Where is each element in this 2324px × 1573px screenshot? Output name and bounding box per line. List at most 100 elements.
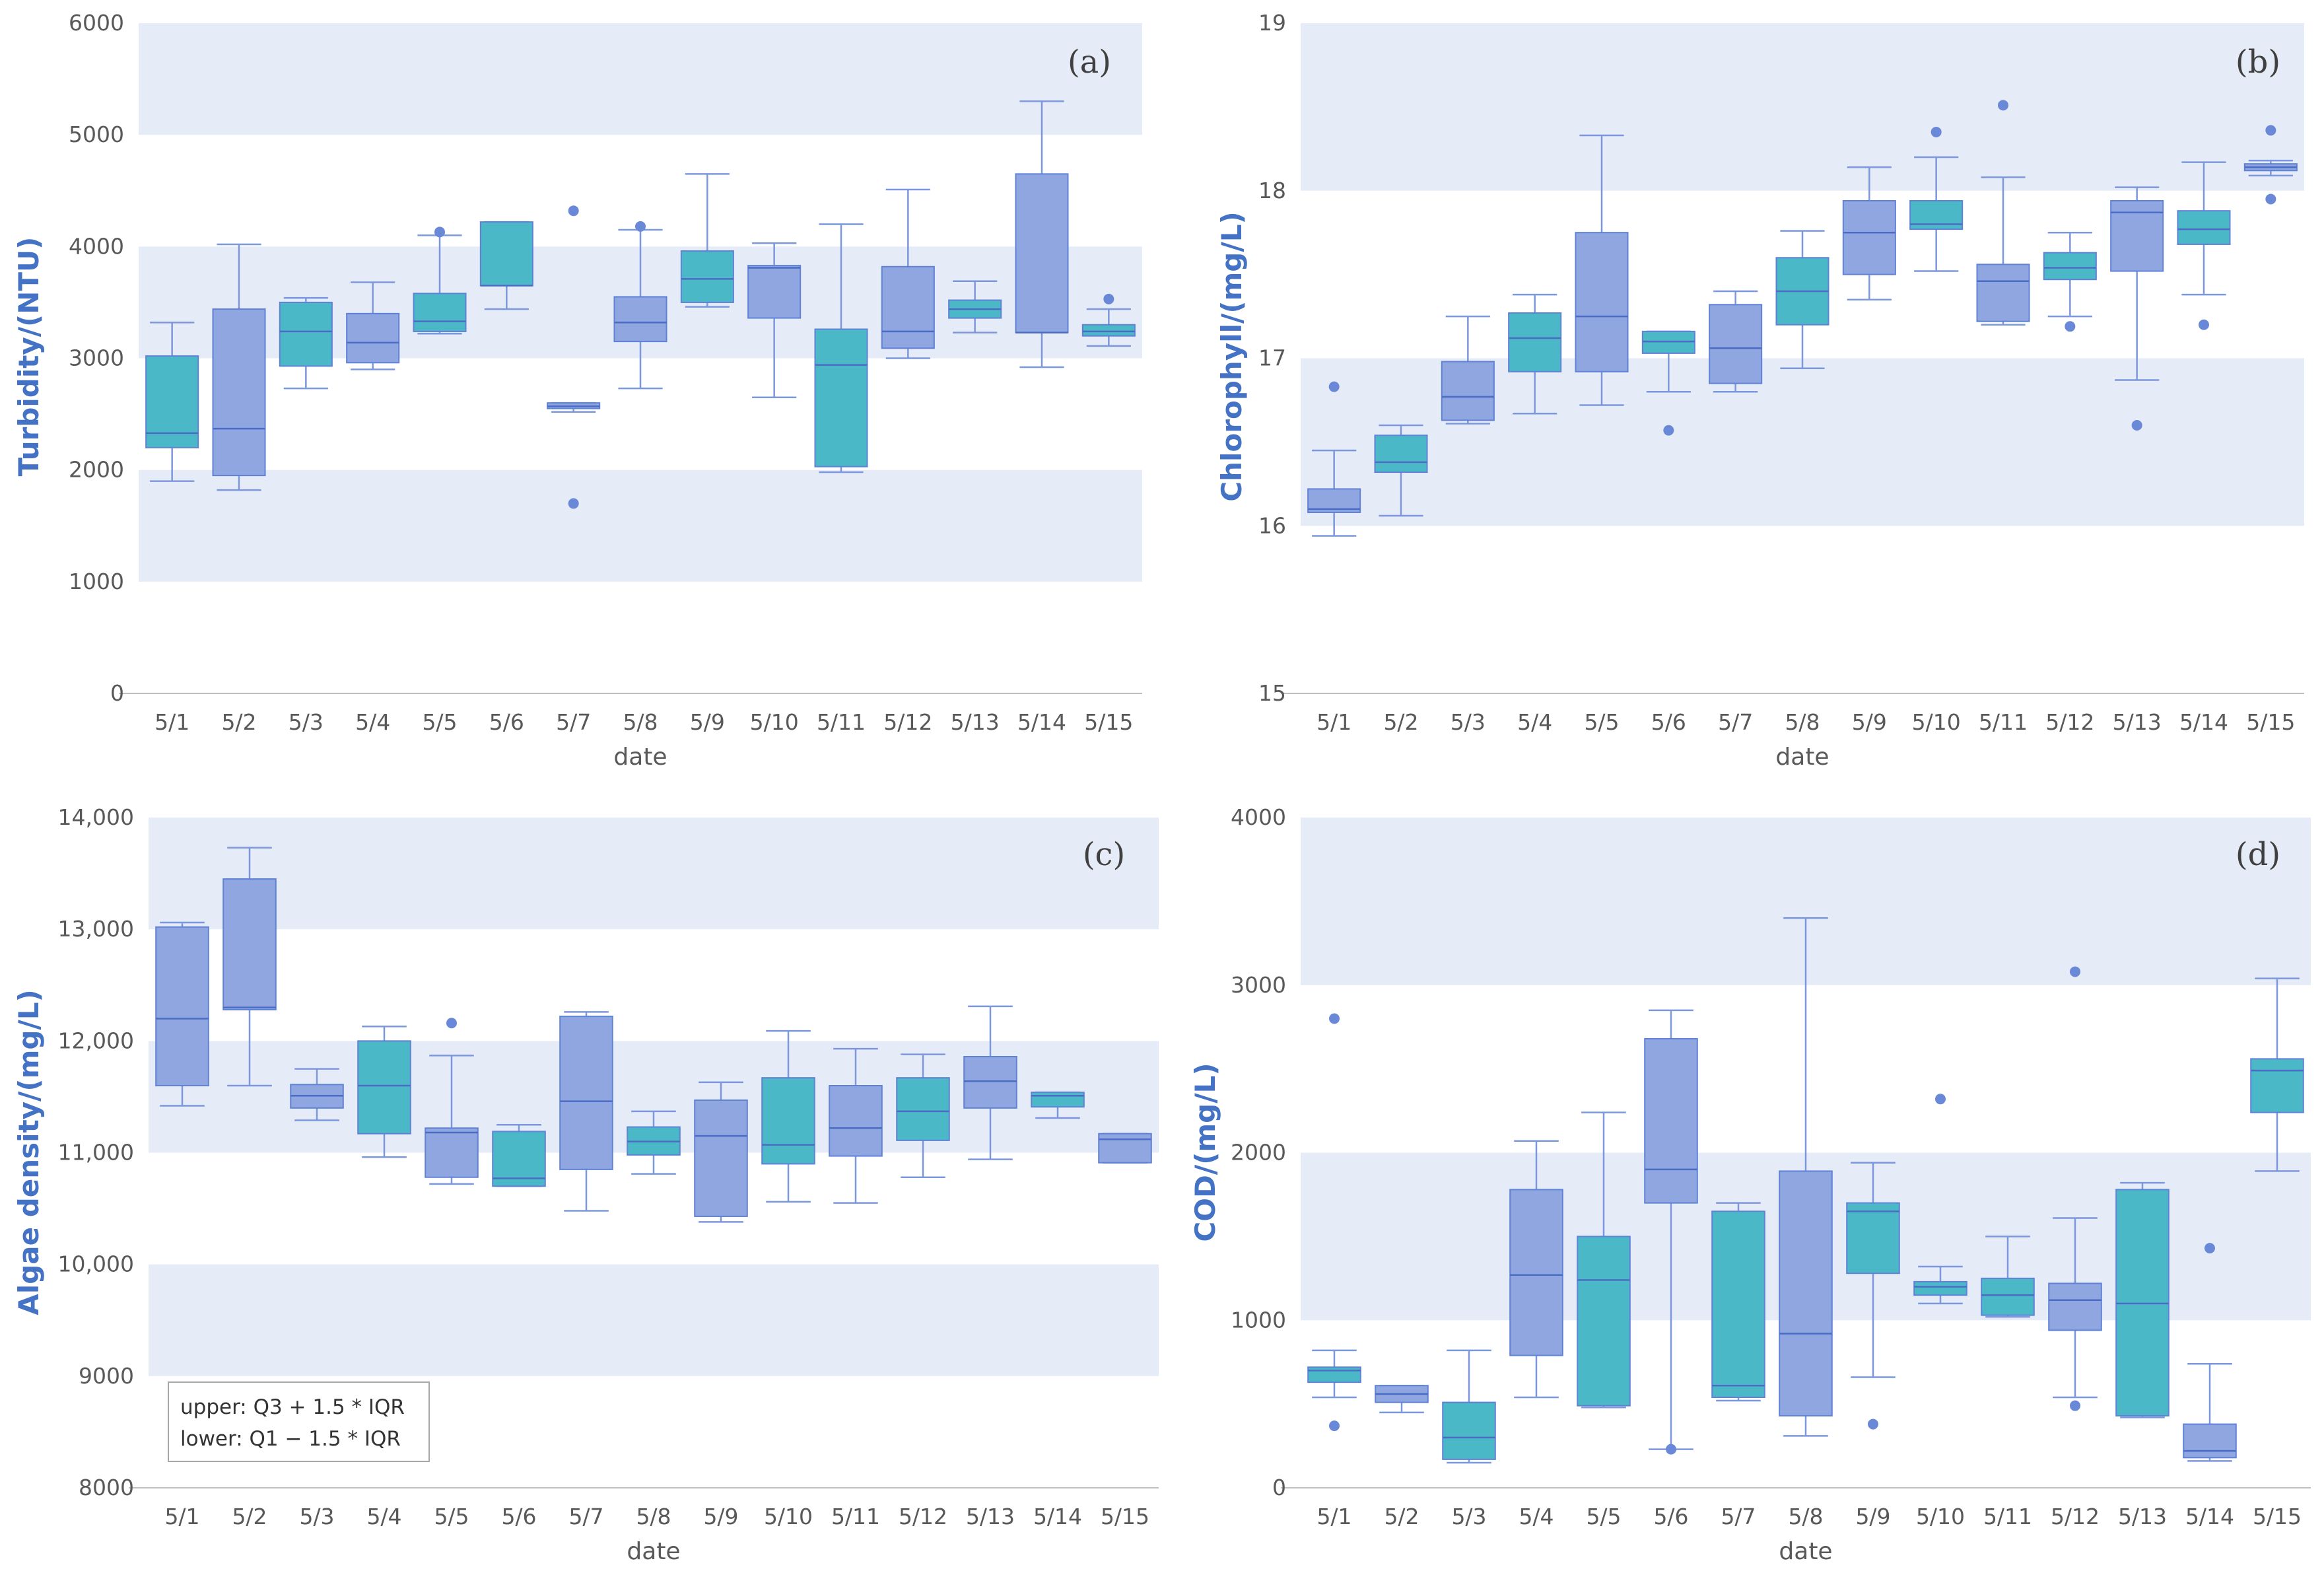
outlier-point [635,221,646,232]
y-tick-label: 1000 [69,569,124,594]
y-axis-title: Algae density/(mg/L) [13,989,45,1315]
panel-label: (d) [2236,836,2280,873]
x-tick-label: 5/5 [1584,709,1619,735]
box-5-5 [1575,134,1629,406]
outlier-point [2204,1243,2215,1254]
y-tick-label: 14,000 [58,804,134,830]
y-tick-label: 16 [1258,512,1286,538]
box-body [963,1056,1017,1109]
box-5-14 [1015,100,1069,368]
x-tick-label: 5/14 [2185,1504,2234,1529]
box-5-3 [279,297,333,390]
box-5-1 [1307,381,1361,537]
box-5-1 [145,322,199,482]
x-tick-label: 5/9 [1855,1504,1890,1529]
box-5-2 [222,847,277,1087]
x-tick-label: 5/5 [422,709,457,735]
y-tick-label: 6000 [69,10,124,36]
x-tick-label: 5/8 [1785,709,1820,735]
x-tick-label: 5/14 [1033,1504,1082,1529]
box-body [346,312,400,364]
box-5-1 [155,921,209,1107]
box-body [2177,210,2231,245]
box-5-4 [1509,1140,1563,1399]
box-5-11 [829,1047,883,1204]
legend-line: upper: Q3 + 1.5 * IQR [180,1395,405,1419]
x-axis-title: date [613,744,667,771]
box-5-7 [1709,290,1763,393]
x-axis-title: date [1779,1538,1832,1565]
x-tick-label: 5/6 [501,1504,536,1529]
outlier-point [2070,966,2080,977]
x-tick-label: 5/6 [489,709,524,735]
outlier-point [1663,425,1674,436]
x-tick-label: 5/1 [1316,1504,1351,1529]
y-tick-label: 2000 [1231,1140,1286,1166]
box-body [896,1077,950,1141]
x-tick-label: 5/12 [899,1504,947,1529]
box-5-10 [1913,1094,1967,1305]
x-tick-label: 5/12 [883,709,932,735]
box-5-15 [2243,125,2298,205]
box-5-13 [963,1005,1017,1160]
outlier-point [2265,125,2276,136]
box-5-11 [1976,100,2030,326]
panel-label: (c) [1083,836,1125,873]
outlier-point [1329,1013,1340,1024]
legend-box [168,1381,430,1462]
y-tick-label: 17 [1258,345,1286,371]
box-body [279,301,333,367]
outlier-point [1329,1420,1340,1432]
box-5-14 [2177,161,2231,330]
x-tick-label: 5/10 [764,1504,813,1529]
x-tick-label: 5/4 [1519,1504,1554,1529]
outlier-point [2131,420,2142,431]
box-5-6 [1641,330,1695,436]
y-tick-label: 12,000 [58,1028,134,1053]
x-tick-label: 5/7 [1721,1504,1756,1529]
box-body [1711,1210,1765,1398]
y-tick-label: 0 [110,680,124,706]
box-body [1508,312,1562,372]
box-body [559,1016,613,1170]
y-axis-title: Turbidity/(NTU) [13,237,45,477]
box-5-4 [357,1026,411,1158]
box-body [2043,252,2097,281]
box-body [222,878,277,1010]
y-tick-label: 4000 [1231,804,1286,830]
box-5-14 [2183,1243,2237,1462]
box-body [814,328,868,468]
x-tick-label: 5/12 [2045,709,2094,735]
box-body [747,265,802,319]
box-body [212,308,266,477]
y-tick-label: 4000 [69,233,124,259]
box-5-13 [2115,1181,2170,1418]
x-axis-title: date [1775,744,1829,771]
box-body [413,293,467,332]
x-tick-label: 5/8 [623,709,658,735]
box-5-2 [212,243,266,491]
box-body [2183,1423,2237,1459]
y-axis-title: COD/(mg/L) [1189,1063,1221,1241]
y-tick-label: 15 [1258,680,1286,706]
panel-d: 0 1000 2000 3000 4000 5/1 5/2 5/3 5/4 5/5 5/6 5/7 5/… [1189,804,2311,1565]
box-5-11 [814,223,868,473]
outlier-point [2199,319,2209,330]
x-tick-label: 5/13 [2113,709,2162,735]
box-5-5 [425,1018,479,1185]
background-band [139,23,1142,135]
outlier-point [446,1018,457,1029]
box-body [1981,1277,2035,1316]
x-tick-label: 5/9 [690,709,725,735]
box-5-4 [346,281,400,370]
box-5-5 [1577,1111,1631,1409]
box-body [1441,361,1495,421]
box-5-8 [1775,230,1829,369]
x-tick-label: 5/7 [1718,709,1753,735]
x-tick-label: 5/11 [817,709,866,735]
box-body [1081,324,1136,337]
x-tick-label: 5/11 [831,1504,880,1529]
y-tick-label: 8000 [79,1475,134,1500]
box-5-3 [290,1068,344,1121]
box-5-5 [413,227,467,335]
